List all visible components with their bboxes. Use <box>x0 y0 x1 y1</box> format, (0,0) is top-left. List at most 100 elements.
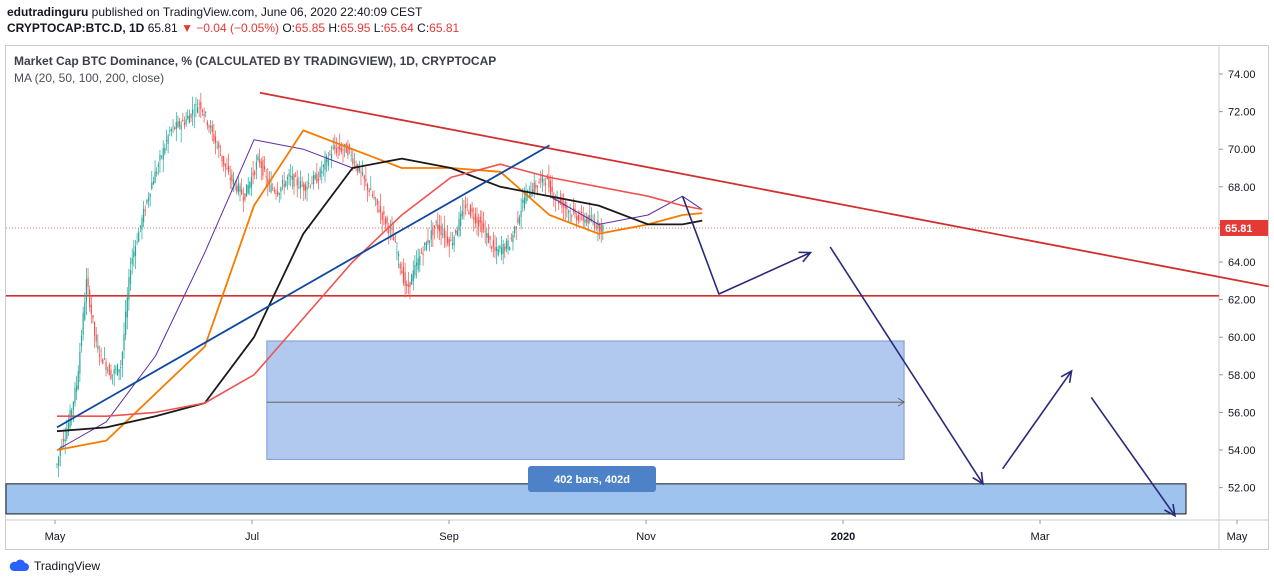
candle-body <box>577 215 579 221</box>
candle-body <box>128 277 130 300</box>
candle-body <box>345 143 347 153</box>
candle-body <box>375 197 377 199</box>
candle-body <box>484 230 486 232</box>
candle-body <box>337 146 339 149</box>
candle-body <box>489 236 491 240</box>
symbol-label: CRYPTOCAP:BTC.D, 1D <box>7 21 145 35</box>
candle-body <box>129 270 132 284</box>
candle-body <box>342 149 344 151</box>
candle-body <box>522 200 524 203</box>
candle-body <box>213 134 215 141</box>
candle-body <box>401 270 403 274</box>
candle-body <box>326 156 328 163</box>
candle-body <box>93 322 96 336</box>
candle-body <box>134 246 137 257</box>
candle-body <box>497 249 499 256</box>
candle-body <box>491 246 493 249</box>
candle-body <box>301 185 303 187</box>
candle-body <box>139 225 141 228</box>
candle-body <box>291 175 293 180</box>
candle-body <box>299 181 302 189</box>
candle-body <box>205 112 207 113</box>
legend-ma[interactable]: MA (20, 50, 100, 200, close) <box>14 71 165 85</box>
candle-body <box>108 364 110 376</box>
candle-body <box>365 178 367 182</box>
candle-body <box>64 439 66 442</box>
candle-body <box>412 270 414 282</box>
candle-body <box>559 198 561 202</box>
candle-body <box>330 153 333 159</box>
candle-body <box>448 239 450 247</box>
legend-title: Market Cap BTC Dominance, % (CALCULATED … <box>14 54 497 68</box>
candle-body <box>322 164 324 168</box>
candle-body <box>174 127 176 129</box>
candle-body <box>198 103 200 105</box>
candle-body <box>585 218 588 223</box>
candle-body <box>509 246 511 251</box>
candle-body <box>352 158 354 165</box>
candle-body <box>478 220 480 227</box>
candle-body <box>125 311 127 336</box>
candle-body <box>82 312 84 335</box>
candle-body <box>396 252 398 253</box>
x-tick-label: Nov <box>636 531 656 543</box>
candle-body <box>520 210 522 217</box>
candle-body <box>95 334 97 342</box>
candle-body <box>518 216 521 224</box>
candle-body <box>120 367 122 368</box>
candle-body <box>98 354 101 357</box>
candle-body <box>85 279 88 303</box>
candle-body <box>151 182 153 190</box>
candle-body <box>201 110 204 112</box>
tradingview-footer[interactable]: TradingView <box>8 559 100 573</box>
candle-body <box>347 145 349 156</box>
candle-body <box>237 183 240 193</box>
candle-body <box>200 101 202 109</box>
candle-body <box>77 371 79 389</box>
ascending-trendline <box>56 144 550 429</box>
candle-body <box>79 351 81 374</box>
candle-body <box>350 154 352 156</box>
candle-body <box>245 184 248 197</box>
candle-body <box>327 159 329 167</box>
candle-body <box>549 180 552 195</box>
candle-body <box>167 135 169 144</box>
candle-body <box>303 183 305 191</box>
candle-body <box>193 114 195 116</box>
candle-body <box>116 364 119 376</box>
candle-body <box>587 216 589 224</box>
candle-body <box>471 208 473 212</box>
candle-body <box>404 272 406 286</box>
candle-body <box>370 188 372 191</box>
close-value: 65.81 <box>429 21 460 35</box>
candle-body <box>311 183 313 185</box>
candle-body <box>180 125 182 130</box>
candle-body <box>87 277 89 287</box>
publish-info: edutradinguru published on TradingView.c… <box>7 5 422 19</box>
candle-body <box>378 209 380 212</box>
candle-body <box>402 267 405 284</box>
candle-body <box>121 352 123 366</box>
candle-body <box>283 183 285 188</box>
chart-frame <box>5 45 1269 550</box>
candle-body <box>334 145 336 150</box>
candle-body <box>502 243 504 255</box>
candle-body <box>314 174 316 179</box>
candle-body <box>363 175 365 180</box>
candle-body <box>329 153 331 155</box>
change-value: ▼ −0.04 (−0.05%) <box>181 21 279 35</box>
candle-body <box>496 246 498 252</box>
candle-body <box>339 144 341 151</box>
candle-body <box>306 186 308 190</box>
date-range-box[interactable] <box>266 340 905 460</box>
candle-body <box>270 184 272 193</box>
candle-body <box>280 187 282 192</box>
y-tick-label: 64.00 <box>1228 257 1256 269</box>
author-name[interactable]: edutradinguru <box>7 5 89 19</box>
candle-body <box>360 171 362 173</box>
candle-body <box>203 113 205 116</box>
candle-body <box>177 121 179 128</box>
arrowhead <box>1060 369 1073 384</box>
candle-body <box>602 225 604 232</box>
